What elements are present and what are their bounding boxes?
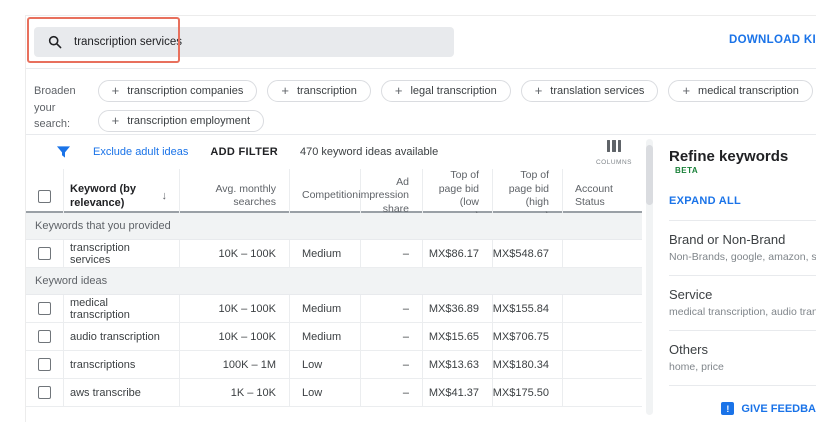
cell-competition: Medium xyxy=(290,240,361,267)
keyword-chip[interactable]: + medical transcription xyxy=(668,80,813,102)
cell-competition: Low xyxy=(290,379,361,406)
cell-avg-searches: 1K – 10K xyxy=(180,379,290,406)
download-keyword-ideas-link[interactable]: DOWNLOAD KI xyxy=(729,34,816,46)
cell-bid-high: MX$175.50 xyxy=(493,379,563,406)
search-input[interactable]: transcription services xyxy=(34,27,454,57)
table-row[interactable]: transcriptions 100K – 1M Low – MX$13.63 … xyxy=(26,351,642,379)
cell-avg-searches: 100K – 1M xyxy=(180,351,290,378)
cell-keyword: transcription services xyxy=(64,240,180,267)
row-checkbox[interactable] xyxy=(38,386,51,399)
cell-competition: Medium xyxy=(290,323,361,350)
divider xyxy=(669,220,816,221)
feedback-icon: ! xyxy=(721,402,735,415)
table-row[interactable]: aws transcribe 1K – 10K Low – MX$41.37 M… xyxy=(26,379,642,407)
scrollbar-thumb[interactable] xyxy=(645,145,653,205)
cell-ad-share: – xyxy=(361,379,423,406)
row-checkbox[interactable] xyxy=(38,302,51,315)
filter-toolbar: Exclude adult ideas ADD FILTER 470 keywo… xyxy=(26,135,642,169)
search-icon xyxy=(48,35,62,49)
cell-avg-searches: 10K – 100K xyxy=(180,295,290,322)
keyword-chip[interactable]: + legal transcription xyxy=(380,80,511,102)
broaden-search-section: Broaden your search: + transcription com… xyxy=(26,69,816,134)
beta-badge: BETA xyxy=(675,166,699,175)
header-account-status[interactable]: Account Status xyxy=(575,182,613,209)
cell-competition: Medium xyxy=(290,295,361,322)
filter-icon xyxy=(56,146,71,158)
table-row[interactable]: audio transcription 10K – 100K Medium – … xyxy=(26,323,642,351)
cell-bid-high: MX$706.75 xyxy=(493,323,563,350)
refine-group-service[interactable]: Service medical transcription, audio tra… xyxy=(669,276,816,331)
add-filter-button[interactable]: ADD FILTER xyxy=(210,146,278,158)
columns-button[interactable]: COLUMNS xyxy=(592,139,636,166)
keyword-chip[interactable]: + transcription companies xyxy=(97,80,258,102)
cell-bid-low: MX$36.89 xyxy=(423,295,493,322)
keyword-planner-card: transcription services DOWNLOAD KI Broad… xyxy=(25,15,816,422)
keyword-chip[interactable]: + transcription employment xyxy=(97,110,265,132)
cell-keyword: medical transcription xyxy=(64,295,180,322)
cell-bid-low: MX$15.65 xyxy=(423,323,493,350)
sort-desc-icon: ↓ xyxy=(161,190,168,203)
cell-bid-high: MX$548.67 xyxy=(493,240,563,267)
header-ad-impression-share[interactable]: Ad impression share xyxy=(358,169,423,224)
cell-avg-searches: 10K – 100K xyxy=(180,240,290,267)
divider xyxy=(26,134,816,135)
cell-keyword: transcriptions xyxy=(64,351,180,378)
cell-bid-high: MX$180.34 xyxy=(493,351,563,378)
search-section: transcription services DOWNLOAD KI xyxy=(26,16,816,68)
select-all-checkbox[interactable] xyxy=(38,189,51,203)
cell-bid-low: MX$86.17 xyxy=(423,240,493,267)
columns-icon xyxy=(606,140,622,152)
cell-account-status xyxy=(563,379,642,406)
keyword-chip[interactable]: + transcription xyxy=(267,80,371,102)
cell-bid-low: MX$13.63 xyxy=(423,351,493,378)
plus-icon: + xyxy=(394,83,403,98)
plus-icon: + xyxy=(281,83,289,98)
expand-all-link[interactable]: EXPAND ALL xyxy=(669,195,742,207)
keyword-table-area: Exclude adult ideas ADD FILTER 470 keywo… xyxy=(26,135,642,423)
keyword-ideas-count: 470 keyword ideas available xyxy=(299,146,439,158)
cell-keyword: audio transcription xyxy=(64,323,180,350)
table-row[interactable]: medical transcription 10K – 100K Medium … xyxy=(26,295,642,323)
refine-group-brand[interactable]: Brand or Non-Brand Non-Brands, google, a… xyxy=(669,221,816,276)
cell-account-status xyxy=(563,351,642,378)
plus-icon: + xyxy=(111,113,120,128)
keyword-chip[interactable]: + translation services xyxy=(520,80,659,102)
table-header-row: Keyword (by relevance) ↓ Avg. monthly se… xyxy=(26,169,642,224)
cell-ad-share: – xyxy=(361,323,423,350)
plus-icon: + xyxy=(111,83,120,98)
plus-icon: + xyxy=(682,83,691,98)
refine-group-others[interactable]: Others home, price xyxy=(669,331,816,386)
exclude-adult-ideas-link[interactable]: Exclude adult ideas xyxy=(93,146,189,158)
cell-bid-low: MX$41.37 xyxy=(423,379,493,406)
row-checkbox[interactable] xyxy=(38,330,51,343)
cell-ad-share: – xyxy=(361,240,423,267)
header-competition[interactable]: Competition xyxy=(290,169,361,224)
refine-keywords-panel: Refine keywords BETA EXPAND ALL Brand or… xyxy=(656,135,816,423)
cell-ad-share: – xyxy=(361,351,423,378)
cell-avg-searches: 10K – 100K xyxy=(180,323,290,350)
give-feedback-button[interactable]: ! GIVE FEEDBA xyxy=(721,402,816,415)
cell-ad-share: – xyxy=(361,295,423,322)
broaden-search-label: Broaden your search: xyxy=(34,85,76,130)
header-avg-monthly-searches[interactable]: Avg. monthly searches xyxy=(180,169,290,224)
cell-account-status xyxy=(563,323,642,350)
section-label: Keyword ideas xyxy=(26,268,642,295)
cell-keyword: aws transcribe xyxy=(64,379,180,406)
cell-account-status xyxy=(563,240,642,267)
cell-account-status xyxy=(563,295,642,322)
search-query: transcription services xyxy=(74,36,183,48)
divider xyxy=(26,68,816,69)
refine-keywords-title: Refine keywords xyxy=(669,148,789,165)
cell-bid-high: MX$155.84 xyxy=(493,295,563,322)
scrollbar-track[interactable] xyxy=(645,139,653,415)
cell-competition: Low xyxy=(290,351,361,378)
section-label: Keywords that you provided xyxy=(26,213,642,240)
row-checkbox[interactable] xyxy=(38,247,51,260)
table-row[interactable]: transcription services 10K – 100K Medium… xyxy=(26,240,642,268)
table-scrollbar xyxy=(642,135,656,423)
plus-icon: + xyxy=(534,83,543,98)
row-checkbox[interactable] xyxy=(38,358,51,371)
header-keyword[interactable]: Keyword (by relevance) ↓ xyxy=(64,169,180,224)
